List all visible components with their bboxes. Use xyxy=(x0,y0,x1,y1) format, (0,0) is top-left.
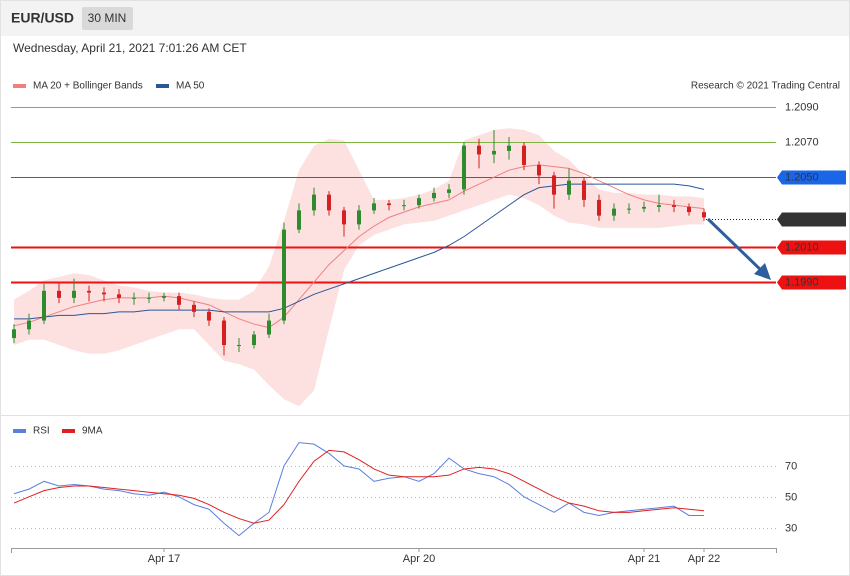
candle-body xyxy=(477,145,481,155)
candle-body xyxy=(192,304,196,312)
header-bar xyxy=(1,1,849,36)
candle-body xyxy=(312,194,316,211)
level-label-box xyxy=(777,240,846,255)
bollinger-band xyxy=(14,128,704,407)
interval-badge[interactable] xyxy=(82,7,133,30)
legend-label: 9MA xyxy=(82,426,103,437)
candle-body xyxy=(12,329,16,339)
level-label-box xyxy=(777,170,846,185)
legend-label: MA 20 + Bollinger Bands xyxy=(33,81,143,92)
candle-body xyxy=(642,206,646,209)
y-tick-label: 70 xyxy=(785,460,797,472)
x-tick-label: Apr 20 xyxy=(403,553,435,565)
candle-body xyxy=(267,320,271,335)
candle-body xyxy=(387,203,391,206)
candle-body xyxy=(132,297,136,299)
candle-body xyxy=(117,294,121,298)
legend-label: RSI xyxy=(33,426,50,437)
x-tick-label: Apr 17 xyxy=(148,553,180,565)
candle-body xyxy=(702,212,706,218)
candle-body xyxy=(537,164,541,176)
candle-body xyxy=(597,199,601,216)
legend-swatch xyxy=(13,84,26,88)
level-label-box xyxy=(777,275,846,290)
candle-body xyxy=(462,145,466,190)
candle-body xyxy=(297,210,301,230)
candle-body xyxy=(627,208,631,210)
timestamp: Wednesday, April 21, 2021 7:01:26 AM CET xyxy=(13,41,247,55)
candle-body xyxy=(432,192,436,199)
level-label: 1.1990 xyxy=(785,276,819,288)
candle-body xyxy=(492,150,496,155)
credit: Research © 2021 Trading Central xyxy=(691,81,840,92)
candle-body xyxy=(372,203,376,211)
candle-body xyxy=(417,198,421,206)
candle-body xyxy=(342,210,346,225)
level-label: 1.2090 xyxy=(785,101,819,113)
level-label: 1.2026 xyxy=(785,213,819,225)
x-tick-label: Apr 22 xyxy=(688,553,720,565)
level-label-box xyxy=(777,212,846,227)
candle-body xyxy=(147,297,151,299)
candle-body xyxy=(582,180,586,200)
candle-body xyxy=(207,311,211,321)
moving-average xyxy=(13,164,705,329)
candle-body xyxy=(612,208,616,216)
candle-body xyxy=(72,290,76,298)
indicator-line xyxy=(13,449,705,524)
interval[interactable]: 30 MIN xyxy=(88,11,127,25)
forecast-arrow xyxy=(706,217,771,280)
candle-body xyxy=(357,210,361,225)
candle-body xyxy=(447,189,451,193)
y-tick-label: 50 xyxy=(785,491,797,503)
candle-body xyxy=(42,290,46,321)
candle-body xyxy=(222,320,226,346)
legend-swatch xyxy=(62,429,75,433)
candle-body xyxy=(552,175,556,195)
candle-body xyxy=(657,205,661,207)
candle-body xyxy=(177,296,181,305)
legend-swatch xyxy=(156,84,169,88)
moving-average xyxy=(14,183,705,320)
candle-body xyxy=(237,345,241,347)
candle-body xyxy=(102,292,106,295)
candle-body xyxy=(27,320,31,330)
candle-body xyxy=(252,334,256,346)
legend-swatch xyxy=(13,429,26,433)
candle-body xyxy=(87,290,91,293)
candle-body xyxy=(672,205,676,207)
candle-body xyxy=(57,290,61,298)
indicator-line xyxy=(13,442,704,537)
level-label: 1.2050 xyxy=(785,171,819,183)
level-label: 1.2010 xyxy=(785,241,819,253)
y-tick-label: 30 xyxy=(785,522,797,534)
symbol: EUR/USD xyxy=(11,10,74,26)
candle-body xyxy=(687,206,691,213)
x-tick-label: Apr 21 xyxy=(628,553,660,565)
level-label: 1.2070 xyxy=(785,136,819,148)
candle-body xyxy=(327,194,331,211)
candle-body xyxy=(522,145,526,165)
candle-body xyxy=(507,145,511,151)
candle-body xyxy=(567,180,571,195)
legend-label: MA 50 xyxy=(176,81,205,92)
candle-body xyxy=(402,205,406,207)
candle-body xyxy=(282,229,286,321)
candle-body xyxy=(162,296,166,298)
